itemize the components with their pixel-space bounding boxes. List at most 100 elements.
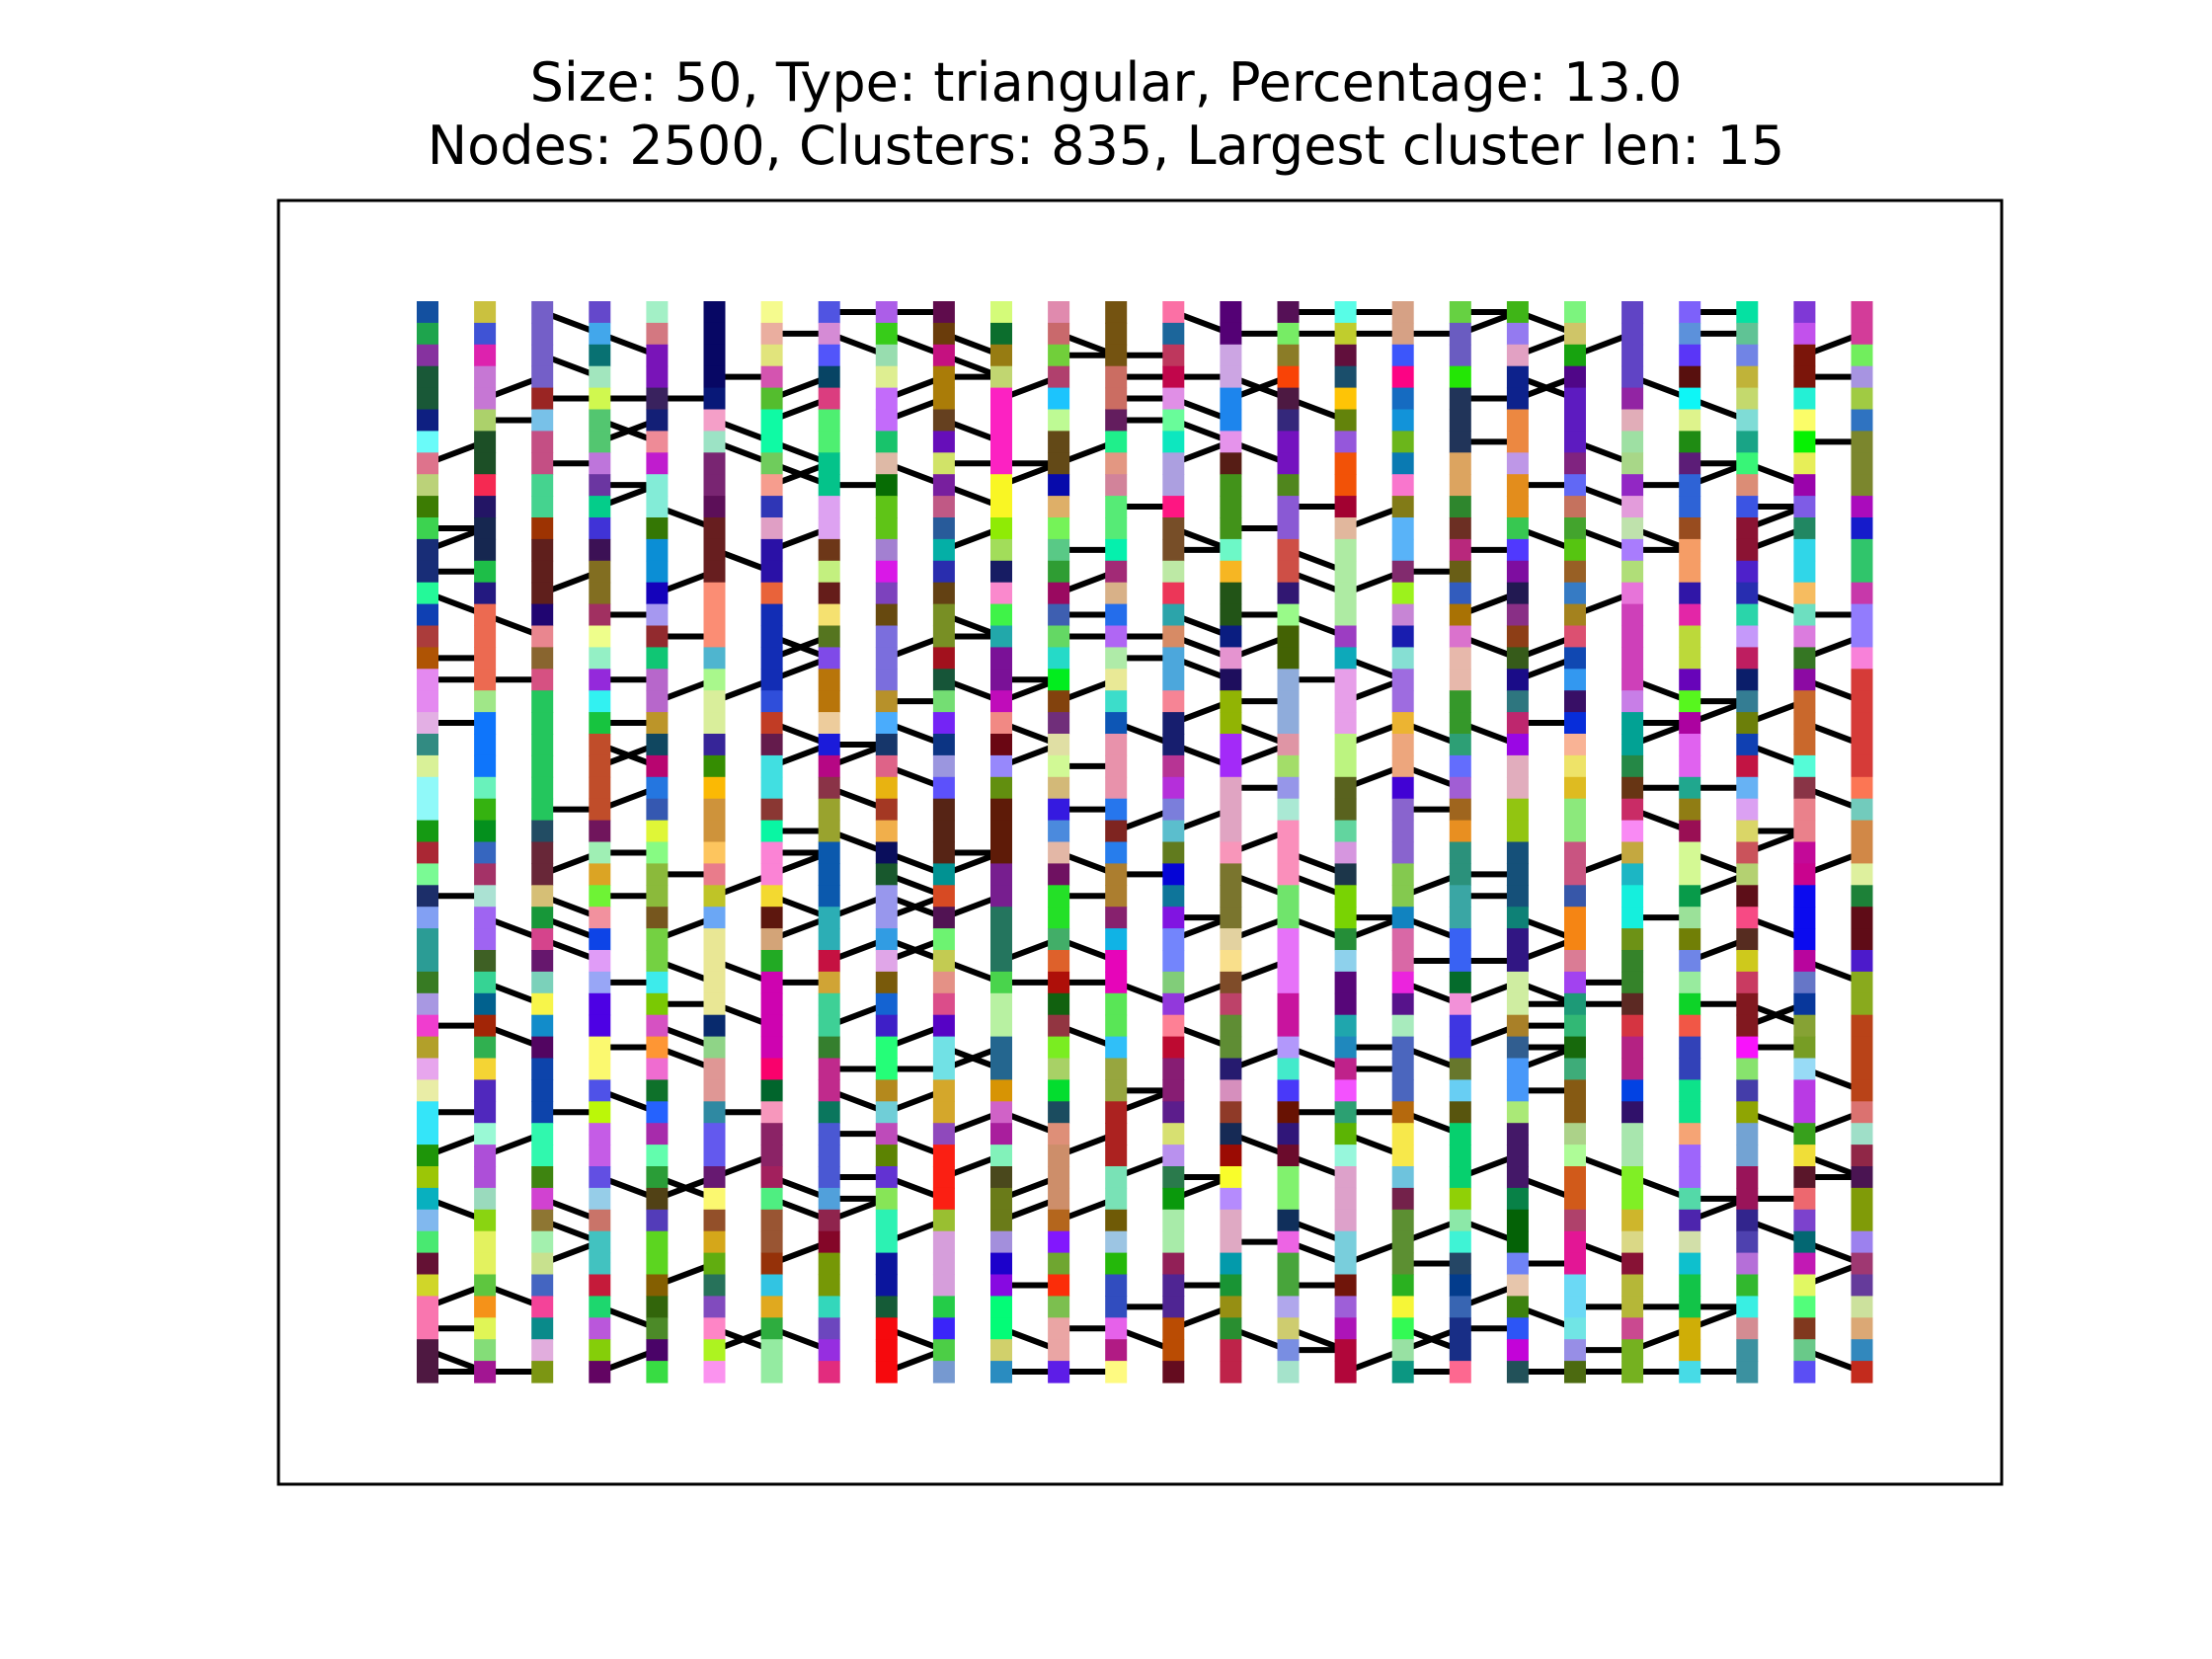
lattice-node <box>760 474 783 497</box>
lattice-node <box>1621 1339 1644 1362</box>
lattice-node <box>1679 907 1701 929</box>
lattice-node <box>531 885 554 908</box>
lattice-node <box>990 582 1012 605</box>
lattice-node <box>703 1101 726 1124</box>
lattice-node <box>531 538 554 562</box>
lattice-node <box>1679 625 1701 648</box>
lattice-node <box>589 690 611 713</box>
lattice-node <box>531 496 554 518</box>
lattice-node <box>1391 1145 1414 1167</box>
lattice-node <box>1334 863 1357 886</box>
lattice-node <box>531 1274 554 1297</box>
lattice-node <box>417 1166 438 1189</box>
lattice-node <box>1793 820 1816 843</box>
lattice-node <box>1105 950 1128 973</box>
lattice-node <box>875 474 898 497</box>
lattice-node <box>1277 474 1300 497</box>
lattice-node <box>932 1361 955 1383</box>
lattice-node <box>1048 387 1070 411</box>
lattice-node <box>1220 1252 1242 1276</box>
lattice-node <box>1162 603 1185 627</box>
lattice-node <box>474 798 497 822</box>
lattice-node <box>1391 474 1414 497</box>
lattice-node <box>1679 582 1701 605</box>
lattice-node <box>474 1014 497 1038</box>
lattice-node <box>474 1187 497 1211</box>
lattice-node <box>1793 1274 1816 1297</box>
lattice-node <box>760 1187 783 1211</box>
lattice-node <box>1162 387 1185 411</box>
lattice-node <box>589 885 611 908</box>
lattice-node <box>875 1166 898 1189</box>
lattice-node <box>531 928 554 951</box>
lattice-node <box>990 365 1012 389</box>
lattice-node <box>1564 1036 1586 1060</box>
lattice-node <box>1277 820 1300 843</box>
lattice-node <box>1220 322 1242 346</box>
lattice-node <box>1506 409 1529 432</box>
lattice-node <box>1679 496 1701 518</box>
lattice-node <box>1391 431 1414 453</box>
lattice-node <box>1564 560 1586 584</box>
lattice-node <box>1679 992 1701 1016</box>
lattice-node <box>1449 301 1471 324</box>
lattice-node <box>1277 734 1300 756</box>
lattice-node <box>1105 538 1128 562</box>
lattice-node <box>875 928 898 951</box>
lattice-node <box>531 474 554 497</box>
lattice-node <box>531 517 554 540</box>
lattice-node <box>1449 582 1471 605</box>
lattice-node <box>1564 1079 1586 1102</box>
lattice-node <box>1564 1252 1586 1276</box>
lattice-node <box>990 1036 1012 1060</box>
lattice-node <box>1277 387 1300 411</box>
lattice-node <box>474 538 497 562</box>
lattice-node <box>1162 734 1185 756</box>
lattice-node <box>589 1296 611 1318</box>
lattice-node <box>990 1123 1012 1146</box>
lattice-node <box>1334 625 1357 648</box>
lattice-node <box>1105 690 1128 713</box>
lattice-node <box>1162 582 1185 605</box>
lattice-node <box>703 647 726 670</box>
lattice-node <box>1220 712 1242 735</box>
lattice-node <box>1105 1014 1128 1038</box>
lattice-node <box>531 841 554 864</box>
lattice-node <box>1621 950 1644 973</box>
lattice-node <box>1506 1252 1529 1276</box>
lattice-node <box>1679 971 1701 994</box>
lattice-node <box>1105 971 1128 994</box>
lattice-node <box>990 1296 1012 1318</box>
lattice-node <box>1679 1209 1701 1232</box>
lattice-node <box>417 496 438 518</box>
lattice-node <box>1334 322 1357 346</box>
lattice-node <box>1162 560 1185 584</box>
lattice-node <box>818 820 840 843</box>
lattice-node <box>646 820 669 843</box>
lattice-node <box>1564 344 1586 367</box>
lattice-node <box>1105 409 1128 432</box>
lattice-node <box>1105 322 1128 346</box>
lattice-node <box>474 1209 497 1232</box>
lattice-node <box>1391 1317 1414 1340</box>
lattice-node <box>1736 603 1759 627</box>
lattice-node <box>589 431 611 453</box>
lattice-node <box>1679 322 1701 346</box>
lattice-node <box>1851 907 1873 929</box>
lattice-node <box>703 431 726 453</box>
lattice-node <box>932 971 955 994</box>
lattice-node <box>1564 496 1586 518</box>
lattice-node <box>1506 1230 1529 1254</box>
lattice-node <box>1679 712 1701 735</box>
lattice-node <box>1736 1317 1759 1340</box>
lattice-node <box>1391 1230 1414 1254</box>
lattice-node <box>1334 603 1357 627</box>
lattice-node <box>1679 841 1701 864</box>
lattice-node <box>932 841 955 864</box>
lattice-node <box>1449 907 1471 929</box>
lattice-node <box>646 669 669 691</box>
lattice-node <box>474 754 497 778</box>
lattice-node <box>474 928 497 951</box>
lattice-node <box>1851 647 1873 670</box>
lattice-node <box>646 950 669 973</box>
